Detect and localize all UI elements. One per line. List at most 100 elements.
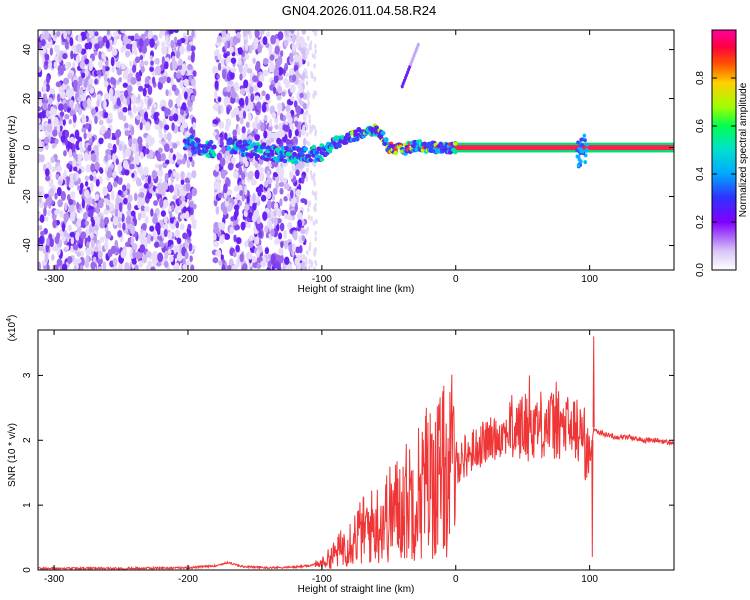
spectrogram-noise-cell — [129, 223, 134, 232]
spectrogram-noise-cell — [240, 221, 246, 231]
spectrogram-noise-cell — [140, 66, 145, 73]
spectrogram-noise-cell — [85, 115, 89, 123]
spectrogram-noise-cell — [127, 110, 132, 116]
spectrogram-noise-cell — [161, 56, 166, 66]
colorbar-ticks: 0.0 0.2 0.4 0.6 0.8 — [695, 71, 736, 277]
spectrogram-noise-cell — [277, 85, 283, 94]
spectrogram-noise-cell — [147, 139, 154, 147]
spectrogram-noise-cell — [233, 204, 240, 211]
spectrogram-noise-cell — [106, 30, 111, 36]
spectrogram-noise-cell — [242, 110, 247, 120]
spectrogram-noise-cell — [297, 262, 302, 270]
spectrogram-noise-cell — [98, 51, 102, 60]
spectrogram-noise-cell — [87, 97, 92, 107]
spectrogram-noise-cell — [140, 98, 144, 109]
spectrogram-noise-cell — [224, 40, 228, 51]
spectrogram-noise-cell — [127, 194, 133, 203]
spectrogram-signal-cell — [311, 144, 317, 150]
spectrogram-noise-cell — [97, 36, 103, 42]
spectrogram-noise-cell — [118, 76, 122, 83]
snr-y-tick-label: 0 — [22, 567, 33, 573]
spectrogram-noise-cell — [250, 255, 257, 263]
spectrogram-noise-cell — [315, 219, 318, 225]
spectrogram-noise-cell — [305, 229, 308, 235]
spectrogram-signal-cell — [582, 133, 587, 138]
spectrogram-noise-cell — [139, 151, 144, 160]
spectrogram-noise-cell — [83, 80, 88, 88]
spectrogram-noise-cell — [96, 69, 102, 76]
spectrogram-noise-cell — [212, 65, 218, 75]
spectrogram-noise-cell — [290, 30, 295, 34]
spectrogram-noise-cell — [181, 116, 185, 126]
spectrogram-noise-cell — [86, 197, 93, 205]
spectrogram-noise-cell — [237, 47, 243, 55]
spectrogram-signal-cell — [284, 145, 289, 151]
spectrogram-y-tick-label: 40 — [22, 44, 33, 56]
spectrogram-noise-cell — [256, 217, 261, 225]
spectrogram-noise-cell — [276, 137, 282, 145]
spectrogram-noise-cell — [232, 129, 237, 137]
spectrogram-noise-cell — [214, 80, 219, 90]
spectrogram-noise-cell — [263, 130, 268, 139]
spectrogram-noise-cell — [103, 99, 107, 109]
spectrogram-signal-core — [449, 145, 674, 150]
spectrogram-noise-cell — [46, 237, 50, 246]
spectrogram-noise-cell — [304, 256, 308, 262]
spectrogram-noise-cell — [313, 76, 316, 82]
spectrogram-noise-cell — [188, 75, 193, 83]
spectrogram-signal-cell — [337, 143, 342, 148]
spectrogram-noise-cell — [248, 235, 255, 241]
spectrogram-noise-cell — [119, 93, 124, 103]
spectrogram-noise-cell — [291, 42, 296, 52]
spectrogram-noise-cell — [279, 50, 284, 58]
spectrogram-noise-cell — [277, 109, 281, 116]
spectrogram-noise-cell — [117, 164, 123, 172]
spectrogram-noise-cell — [264, 247, 270, 255]
spectrogram-noise-cell — [144, 83, 150, 89]
spectrogram-noise-cell — [263, 58, 269, 66]
spectrogram-noise-cell — [47, 118, 52, 125]
spectrogram-noise-cell — [295, 70, 300, 77]
spectrogram-noise-cell — [308, 265, 311, 270]
spectrogram-signal-cell — [306, 153, 312, 159]
spectrogram-noise-cell — [147, 30, 154, 39]
spectrogram-noise-cell — [149, 38, 155, 48]
spectrogram-noise-cell — [226, 189, 233, 196]
spectrogram-noise-cell — [172, 153, 176, 161]
spectrogram-noise-cell — [314, 230, 317, 236]
spectrogram-noise-cell — [102, 186, 109, 196]
spectrogram-noise-cell — [256, 263, 262, 270]
spectrogram-noise-cell — [255, 249, 260, 258]
spectrogram-noise-cell — [294, 120, 299, 128]
spectrogram-noise-cell — [305, 249, 309, 255]
spectrogram-noise-cell — [111, 66, 116, 73]
spectrogram-noise-cell — [189, 200, 194, 208]
spectrogram-noise-cell — [121, 184, 127, 192]
spectrogram-noise-cell — [56, 30, 61, 37]
spectrogram-noise-cell — [270, 34, 276, 45]
spectrogram-noise-cell — [42, 102, 48, 111]
spectrogram-signal-cell — [583, 160, 587, 165]
spectrogram-noise-cell — [241, 177, 246, 186]
spectrogram-noise-cell — [66, 163, 71, 169]
spectrogram-noise-cell — [64, 138, 69, 146]
spectrogram-noise-cell — [214, 90, 218, 99]
spectrogram-noise-cell — [68, 198, 74, 206]
spectrogram-noise-cell — [170, 76, 174, 87]
spectrogram-noise-cell — [184, 239, 189, 249]
spectrogram-noise-cell — [266, 31, 271, 38]
spectrogram-noise-cell — [291, 74, 297, 82]
spectrogram-noise-cell — [308, 246, 311, 252]
spectrogram-noise-cell — [260, 260, 266, 268]
spectrogram-noise-cell — [38, 118, 41, 124]
spectrogram-noise-cell — [189, 45, 196, 52]
spectrogram-noise-cell — [237, 57, 242, 66]
spectrogram-noise-cell — [216, 249, 222, 258]
spectrogram-noise-cell — [162, 199, 169, 209]
spectrogram-noise-cell — [311, 190, 315, 196]
spectrogram-noise-cell — [112, 143, 117, 154]
snr-x-ticks: -300 -200 -100 0 100 — [44, 330, 598, 585]
spectrogram-noise-cell — [295, 169, 300, 177]
spectrogram-noise-cell — [313, 30, 317, 36]
spectrogram-noise-cell — [254, 134, 261, 141]
